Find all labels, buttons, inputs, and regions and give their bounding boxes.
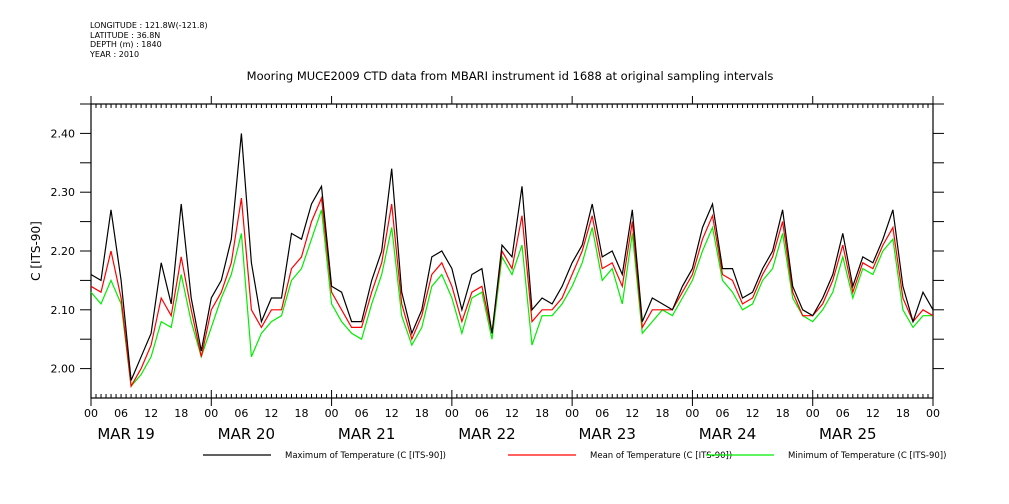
longitude-label: LONGITUDE : 121.8W(-121.8) [90, 21, 208, 30]
x-tick-label: 06 [595, 407, 609, 420]
x-tick-label: 18 [535, 407, 549, 420]
x-tick-label: 18 [415, 407, 429, 420]
x-tick-label: 00 [565, 407, 579, 420]
x-tick-label: 12 [625, 407, 639, 420]
x-tick-label: 06 [716, 407, 730, 420]
day-label: MAR 25 [819, 425, 876, 443]
x-tick-label: 00 [204, 407, 218, 420]
x-tick-label: 12 [264, 407, 278, 420]
x-tick-label: 06 [475, 407, 489, 420]
legend-label-mean: Mean of Temperature (C [ITS-90]) [590, 451, 732, 461]
y-tick-label: 2.40 [51, 127, 76, 140]
x-tick-label: 18 [174, 407, 188, 420]
legend-label-min: Minimum of Temperature (C [ITS-90]) [788, 451, 946, 461]
x-tick-label: 18 [896, 407, 910, 420]
x-tick-label: 00 [685, 407, 699, 420]
x-tick-label: 00 [325, 407, 339, 420]
axis-ticks [80, 96, 944, 406]
x-tick-label: 06 [355, 407, 369, 420]
latitude-label: LATITUDE : 36.8N [90, 30, 161, 40]
x-tick-label: 06 [836, 407, 850, 420]
day-label: MAR 19 [97, 425, 154, 443]
year-label: YEAR : 2010 [90, 49, 140, 59]
day-label: MAR 22 [458, 425, 515, 443]
mooring-metadata: LONGITUDE : 121.8W(-121.8) LATITUDE : 36… [90, 21, 208, 59]
x-tick-label: 12 [144, 407, 158, 420]
x-tick-label: 18 [295, 407, 309, 420]
x-tick-label: 12 [866, 407, 880, 420]
day-label: MAR 20 [218, 425, 275, 443]
x-tick-label: 06 [234, 407, 248, 420]
y-tick-label: 2.20 [51, 245, 76, 258]
x-tick-labels: 00 06 12 18 00 06 12 18 00 06 12 18 00 06 12 18 00 06 12 18… [84, 407, 940, 420]
y-tick-label: 2.10 [51, 304, 76, 317]
legend: Maximum of Temperature (C [ITS-90]) Mean … [203, 451, 946, 461]
x-tick-label: 12 [385, 407, 399, 420]
chart-title: Mooring MUCE2009 CTD data from MBARI ins… [247, 69, 774, 83]
day-label: MAR 24 [699, 425, 756, 443]
x-tick-label: 00 [806, 407, 820, 420]
legend-label-max: Maximum of Temperature (C [ITS-90]) [285, 451, 446, 461]
plot-frame [90, 103, 934, 399]
axes [90, 103, 934, 399]
x-tick-label: 18 [655, 407, 669, 420]
y-tick-labels: 2.00 2.10 2.20 2.30 2.40 [51, 127, 76, 375]
x-tick-label: 18 [776, 407, 790, 420]
x-tick-label: 00 [926, 407, 940, 420]
series-line-min [90, 209, 933, 388]
day-labels: MAR 19 MAR 20 MAR 21 MAR 22 MAR 23 MAR 24 MAR … [97, 425, 876, 443]
x-tick-label: 12 [505, 407, 519, 420]
series-line-max [90, 133, 934, 381]
day-label: MAR 23 [578, 425, 635, 443]
x-tick-label: 00 [445, 407, 459, 420]
y-axis-label: C [ITS-90] [29, 221, 43, 281]
y-tick-label: 2.30 [51, 186, 76, 199]
x-tick-label: 06 [114, 407, 128, 420]
series-lines [90, 133, 934, 389]
series-line-mean [90, 195, 934, 389]
depth-label: DEPTH (m) : 1840 [90, 40, 162, 49]
y-tick-label: 2.00 [51, 363, 76, 376]
x-tick-label: 12 [746, 407, 760, 420]
x-tick-label: 00 [84, 407, 98, 420]
day-label: MAR 21 [338, 425, 395, 443]
